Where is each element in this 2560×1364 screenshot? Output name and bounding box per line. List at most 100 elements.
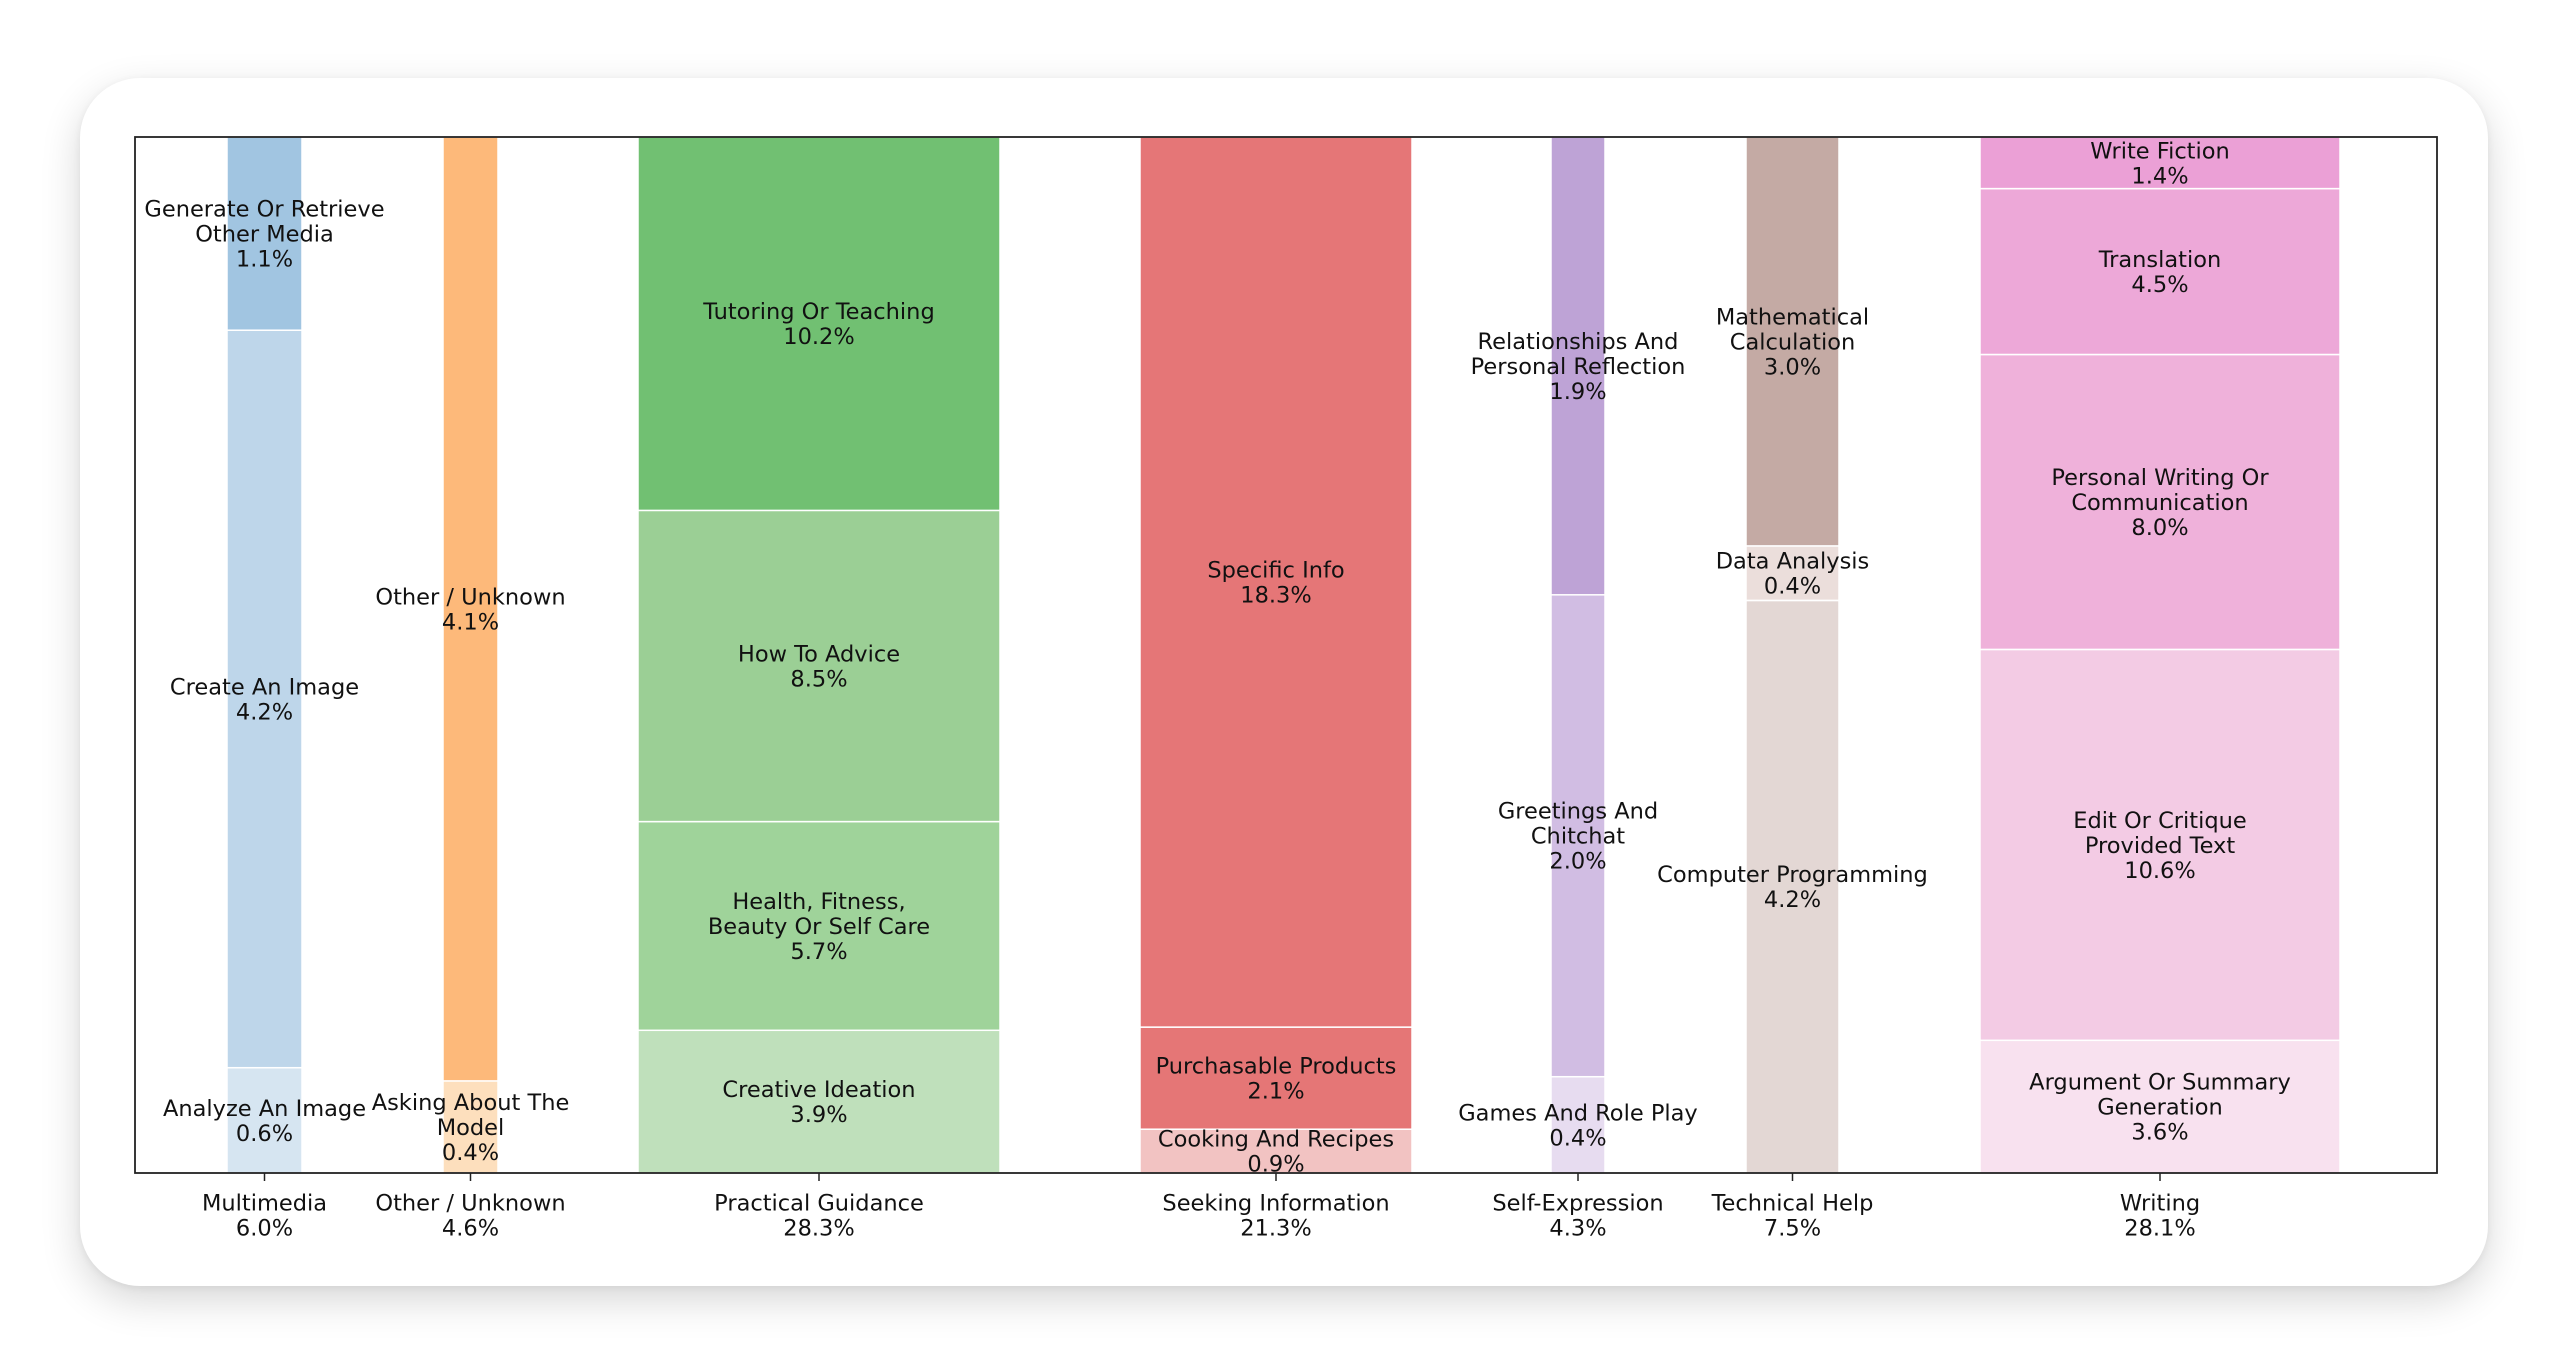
- segment-how-to-advice-bar: [637, 509, 1001, 823]
- segment-create-an-image-label: Create An Image 4.2%: [170, 674, 359, 725]
- segment-greetings-and-chitchat-label-line: Chitchat: [1531, 824, 1625, 850]
- segment-games-and-role-play-label-line: Games And Role Play: [1458, 1100, 1698, 1126]
- segment-edit-or-critique-provided-text-label: Edit Or Critique Provided Text 10.6%: [2073, 808, 2247, 884]
- segment-argument-or-summary-generation-label-line: Generation: [2097, 1095, 2223, 1121]
- segment-specific-info-label: Specific Info 18.3%: [1207, 558, 1344, 609]
- segment-create-an-image-label-line: Create An Image: [170, 674, 359, 700]
- segment-purchasable-products-label-line: Purchasable Products: [1156, 1054, 1397, 1080]
- segment-argument-or-summary-generation-label-line: Argument Or Summary: [2029, 1070, 2291, 1096]
- segment-personal-writing-or-communication-label-line: Personal Writing Or: [2051, 465, 2269, 491]
- x-tick-label-self-expression: Self-Expression 4.3%: [1492, 1191, 1663, 1242]
- x-tick-label-seeking-information-line: 21.3%: [1240, 1216, 1311, 1242]
- segment-relationships-and-personal-reflection-label-line: 1.9%: [1549, 379, 1606, 405]
- segment-creative-ideation-label-line: 3.9%: [790, 1102, 847, 1128]
- segment-how-to-advice-label-line: How To Advice: [738, 642, 900, 668]
- segment-analyze-an-image-label-line: Analyze An Image: [163, 1096, 366, 1122]
- segment-data-analysis-label-line: Data Analysis: [1716, 549, 1870, 575]
- segment-computer-programming-bar: [1745, 599, 1840, 1174]
- segment-argument-or-summary-generation-bar: [1979, 1039, 2341, 1174]
- segment-personal-writing-or-communication-label-line: 8.0%: [2131, 515, 2188, 541]
- segment-generate-or-retrieve-other-media-label: Generate Or Retrieve Other Media 1.1%: [144, 197, 384, 273]
- segment-edit-or-critique-provided-text-label-line: Edit Or Critique: [2073, 808, 2247, 834]
- segment-other-unknown-label-line: 4.1%: [442, 610, 499, 636]
- segment-generate-or-retrieve-other-media-label-line: Generate Or Retrieve: [144, 197, 384, 223]
- segment-health-fitness-beauty-or-self-care-bar: [637, 820, 1001, 1032]
- segment-asking-about-the-model-label: Asking About The Model 0.4%: [372, 1090, 570, 1166]
- segment-relationships-and-personal-reflection-bar: [1550, 136, 1606, 596]
- segment-health-fitness-beauty-or-self-care-label-line: Health, Fitness,: [732, 889, 905, 915]
- x-tick-label-other-unknown-line: 4.6%: [442, 1216, 499, 1242]
- segment-games-and-role-play-bar: [1550, 1075, 1606, 1174]
- segment-cooking-and-recipes-label: Cooking And Recipes 0.9%: [1158, 1127, 1394, 1178]
- segment-computer-programming-label-line: 4.2%: [1764, 887, 1821, 913]
- segment-how-to-advice-label: How To Advice 8.5%: [738, 642, 900, 693]
- x-ticks-layer: Multimedia 6.0% Other / Unknown 4.6% Practic…: [202, 1173, 2200, 1242]
- segment-mathematical-calculation-label-line: 3.0%: [1764, 355, 1821, 381]
- x-tick-label-practical-guidance-line: Practical Guidance: [714, 1191, 924, 1217]
- segment-data-analysis-bar: [1745, 545, 1840, 602]
- segment-edit-or-critique-provided-text-bar: [1979, 648, 2341, 1042]
- segment-analyze-an-image-label: Analyze An Image 0.6%: [163, 1096, 366, 1147]
- segment-write-fiction-label: Write Fiction 1.4%: [2090, 138, 2230, 189]
- segment-edit-or-critique-provided-text-label-line: 10.6%: [2124, 858, 2195, 884]
- x-tick-label-writing-line: Writing: [2120, 1191, 2200, 1217]
- segment-argument-or-summary-generation-label-line: 3.6%: [2131, 1120, 2188, 1146]
- segment-purchasable-products-label-line: 2.1%: [1247, 1079, 1304, 1105]
- segment-mathematical-calculation-label-line: Calculation: [1730, 330, 1856, 356]
- segment-greetings-and-chitchat-bar: [1550, 594, 1606, 1078]
- segment-generate-or-retrieve-other-media-label-line: Other Media: [195, 222, 334, 248]
- segment-translation-bar: [1979, 187, 2341, 356]
- segment-edit-or-critique-provided-text-label-line: Provided Text: [2085, 833, 2236, 859]
- x-tick-label-multimedia-line: 6.0%: [236, 1216, 293, 1242]
- x-tick-label-seeking-information-line: Seeking Information: [1162, 1191, 1389, 1217]
- segment-computer-programming-label-line: Computer Programming: [1657, 862, 1928, 888]
- segment-computer-programming-label: Computer Programming 4.2%: [1657, 862, 1928, 913]
- segment-other-unknown-bar: [442, 136, 499, 1082]
- x-tick-label-technical-help: Technical Help 7.5%: [1711, 1191, 1874, 1242]
- segment-write-fiction-label-line: Write Fiction: [2090, 138, 2230, 164]
- segment-greetings-and-chitchat-label: Greetings And Chitchat 2.0%: [1498, 799, 1658, 875]
- segment-asking-about-the-model-label-line: 0.4%: [442, 1140, 499, 1166]
- segment-generate-or-retrieve-other-media-bar: [226, 136, 303, 331]
- x-tick-label-practical-guidance: Practical Guidance 28.3%: [714, 1191, 924, 1242]
- x-tick-label-other-unknown: Other / Unknown 4.6%: [375, 1191, 565, 1242]
- x-tick-label-self-expression-line: 4.3%: [1549, 1216, 1606, 1242]
- segment-specific-info-label-line: Specific Info: [1207, 558, 1344, 584]
- segment-mathematical-calculation-label-line: Mathematical: [1716, 305, 1869, 331]
- x-tick-label-self-expression-line: Self-Expression: [1492, 1191, 1663, 1217]
- segment-greetings-and-chitchat-label-line: Greetings And: [1498, 799, 1658, 825]
- segment-generate-or-retrieve-other-media-label-line: 1.1%: [236, 247, 293, 273]
- segment-purchasable-products-bar: [1139, 1026, 1413, 1130]
- segment-health-fitness-beauty-or-self-care-label-line: Beauty Or Self Care: [708, 914, 930, 940]
- x-tick-label-other-unknown-line: Other / Unknown: [375, 1191, 565, 1217]
- segment-write-fiction-label-line: 1.4%: [2131, 163, 2188, 189]
- segment-cooking-and-recipes-label-line: Cooking And Recipes: [1158, 1127, 1394, 1153]
- segment-creative-ideation-label: Creative Ideation 3.9%: [722, 1077, 915, 1128]
- segment-relationships-and-personal-reflection-label-line: Relationships And: [1478, 329, 1679, 355]
- segment-argument-or-summary-generation-label: Argument Or Summary Generation 3.6%: [2029, 1070, 2291, 1146]
- x-tick-label-practical-guidance-line: 28.3%: [783, 1216, 854, 1242]
- plot-frame: [134, 136, 2438, 1174]
- segment-tutoring-or-teaching-label-line: Tutoring Or Teaching: [702, 299, 934, 325]
- segment-creative-ideation-label-line: Creative Ideation: [722, 1077, 915, 1103]
- segment-personal-writing-or-communication-label-line: Communication: [2071, 490, 2248, 516]
- segment-mathematical-calculation-bar: [1745, 136, 1840, 547]
- segment-analyze-an-image-label-line: 0.6%: [236, 1121, 293, 1147]
- segment-other-unknown-label-line: Other / Unknown: [375, 585, 565, 611]
- x-tick-label-seeking-information: Seeking Information 21.3%: [1162, 1191, 1389, 1242]
- x-tick-label-technical-help-line: Technical Help: [1711, 1191, 1874, 1217]
- x-tick-label-technical-help-line: 7.5%: [1764, 1216, 1821, 1242]
- segment-translation-label: Translation 4.5%: [2098, 247, 2222, 298]
- bars-layer: [226, 136, 2341, 1174]
- x-tick-label-multimedia: Multimedia 6.0%: [202, 1191, 327, 1242]
- segment-health-fitness-beauty-or-self-care-label: Health, Fitness, Beauty Or Self Care 5.7%: [708, 889, 930, 965]
- segment-analyze-an-image-bar: [226, 1066, 303, 1174]
- segment-games-and-role-play-label: Games And Role Play 0.4%: [1458, 1100, 1698, 1151]
- segment-create-an-image-label-line: 4.2%: [236, 699, 293, 725]
- segment-tutoring-or-teaching-label: Tutoring Or Teaching 10.2%: [702, 299, 934, 350]
- segment-games-and-role-play-label-line: 0.4%: [1549, 1125, 1606, 1151]
- x-tick-label-writing-line: 28.1%: [2124, 1216, 2195, 1242]
- segment-specific-info-bar: [1139, 136, 1413, 1028]
- segment-relationships-and-personal-reflection-label: Relationships And Personal Reflection 1.9%: [1471, 329, 1686, 405]
